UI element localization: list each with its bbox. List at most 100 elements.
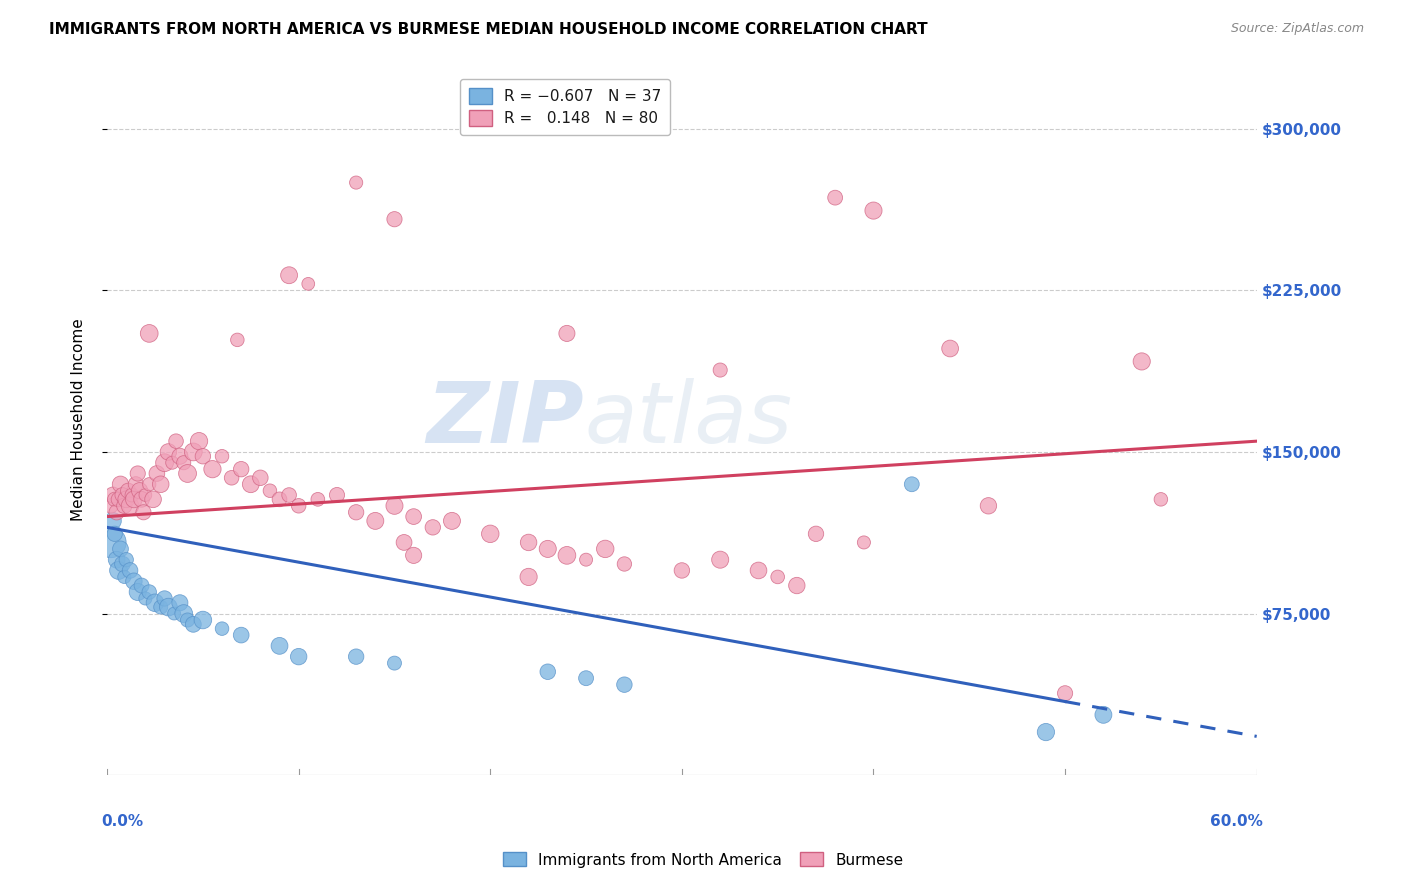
Point xyxy=(112,499,135,513)
Point xyxy=(326,488,349,502)
Point xyxy=(111,488,134,502)
Point xyxy=(149,600,172,615)
Point xyxy=(173,607,195,621)
Point xyxy=(479,526,502,541)
Point xyxy=(977,499,1000,513)
Point xyxy=(1092,707,1115,722)
Point xyxy=(169,449,191,463)
Text: Source: ZipAtlas.com: Source: ZipAtlas.com xyxy=(1230,22,1364,36)
Point xyxy=(181,617,204,632)
Point xyxy=(852,535,875,549)
Text: atlas: atlas xyxy=(583,378,792,461)
Point xyxy=(1150,492,1173,507)
Point xyxy=(671,564,693,578)
Point xyxy=(901,477,924,491)
Point xyxy=(128,483,150,498)
Text: IMMIGRANTS FROM NORTH AMERICA VS BURMESE MEDIAN HOUSEHOLD INCOME CORRELATION CHA: IMMIGRANTS FROM NORTH AMERICA VS BURMESE… xyxy=(49,22,928,37)
Legend: Immigrants from North America, Burmese: Immigrants from North America, Burmese xyxy=(496,847,910,873)
Point xyxy=(165,434,187,449)
Point xyxy=(120,499,142,513)
Point xyxy=(104,492,127,507)
Point xyxy=(747,564,769,578)
Text: 0.0%: 0.0% xyxy=(101,814,143,830)
Point xyxy=(221,471,243,485)
Point xyxy=(132,505,155,519)
Point xyxy=(101,514,124,528)
Point xyxy=(157,600,180,615)
Point xyxy=(163,607,186,621)
Point xyxy=(278,488,301,502)
Point xyxy=(110,541,132,556)
Point xyxy=(555,549,578,563)
Point xyxy=(709,363,731,377)
Point xyxy=(173,456,195,470)
Point xyxy=(709,552,731,566)
Point xyxy=(131,492,153,507)
Point xyxy=(111,557,134,571)
Point xyxy=(231,628,253,642)
Point xyxy=(117,483,139,498)
Point xyxy=(153,591,176,606)
Point xyxy=(231,462,253,476)
Point xyxy=(138,326,160,341)
Point xyxy=(344,176,367,190)
Point xyxy=(575,552,598,566)
Point xyxy=(344,505,367,519)
Point xyxy=(181,445,204,459)
Point xyxy=(120,564,142,578)
Point xyxy=(153,456,176,470)
Point xyxy=(517,570,540,584)
Point xyxy=(122,492,145,507)
Point xyxy=(112,570,135,584)
Point xyxy=(127,467,149,481)
Point xyxy=(1054,686,1077,700)
Point xyxy=(939,342,962,356)
Point xyxy=(613,678,636,692)
Point xyxy=(862,203,884,218)
Point xyxy=(157,445,180,459)
Point xyxy=(191,613,214,627)
Point xyxy=(160,456,183,470)
Point xyxy=(1130,354,1153,368)
Text: 60.0%: 60.0% xyxy=(1209,814,1263,830)
Point xyxy=(287,499,309,513)
Point xyxy=(131,578,153,592)
Point xyxy=(176,613,198,627)
Point xyxy=(100,499,122,513)
Point xyxy=(239,477,262,491)
Point xyxy=(307,492,329,507)
Point xyxy=(786,578,808,592)
Point xyxy=(107,564,129,578)
Point xyxy=(115,492,138,507)
Point xyxy=(142,492,165,507)
Point xyxy=(269,492,291,507)
Point xyxy=(138,477,160,491)
Point xyxy=(402,549,425,563)
Y-axis label: Median Household Income: Median Household Income xyxy=(72,318,86,521)
Point xyxy=(555,326,578,341)
Point xyxy=(766,570,789,584)
Point xyxy=(287,649,309,664)
Point xyxy=(804,526,827,541)
Point xyxy=(122,574,145,589)
Point xyxy=(134,488,156,502)
Point xyxy=(115,552,138,566)
Point xyxy=(105,552,128,566)
Point xyxy=(517,535,540,549)
Point xyxy=(125,477,148,491)
Point xyxy=(110,477,132,491)
Point xyxy=(593,541,616,556)
Point xyxy=(344,649,367,664)
Point xyxy=(105,505,128,519)
Point xyxy=(384,499,406,513)
Point xyxy=(104,526,127,541)
Legend: R = −0.607   N = 37, R =   0.148   N = 80: R = −0.607 N = 37, R = 0.148 N = 80 xyxy=(460,78,671,136)
Point xyxy=(176,467,198,481)
Point xyxy=(537,541,560,556)
Point xyxy=(384,656,406,670)
Point xyxy=(824,191,846,205)
Point xyxy=(278,268,301,283)
Point xyxy=(121,488,143,502)
Point xyxy=(575,671,598,685)
Point xyxy=(191,449,214,463)
